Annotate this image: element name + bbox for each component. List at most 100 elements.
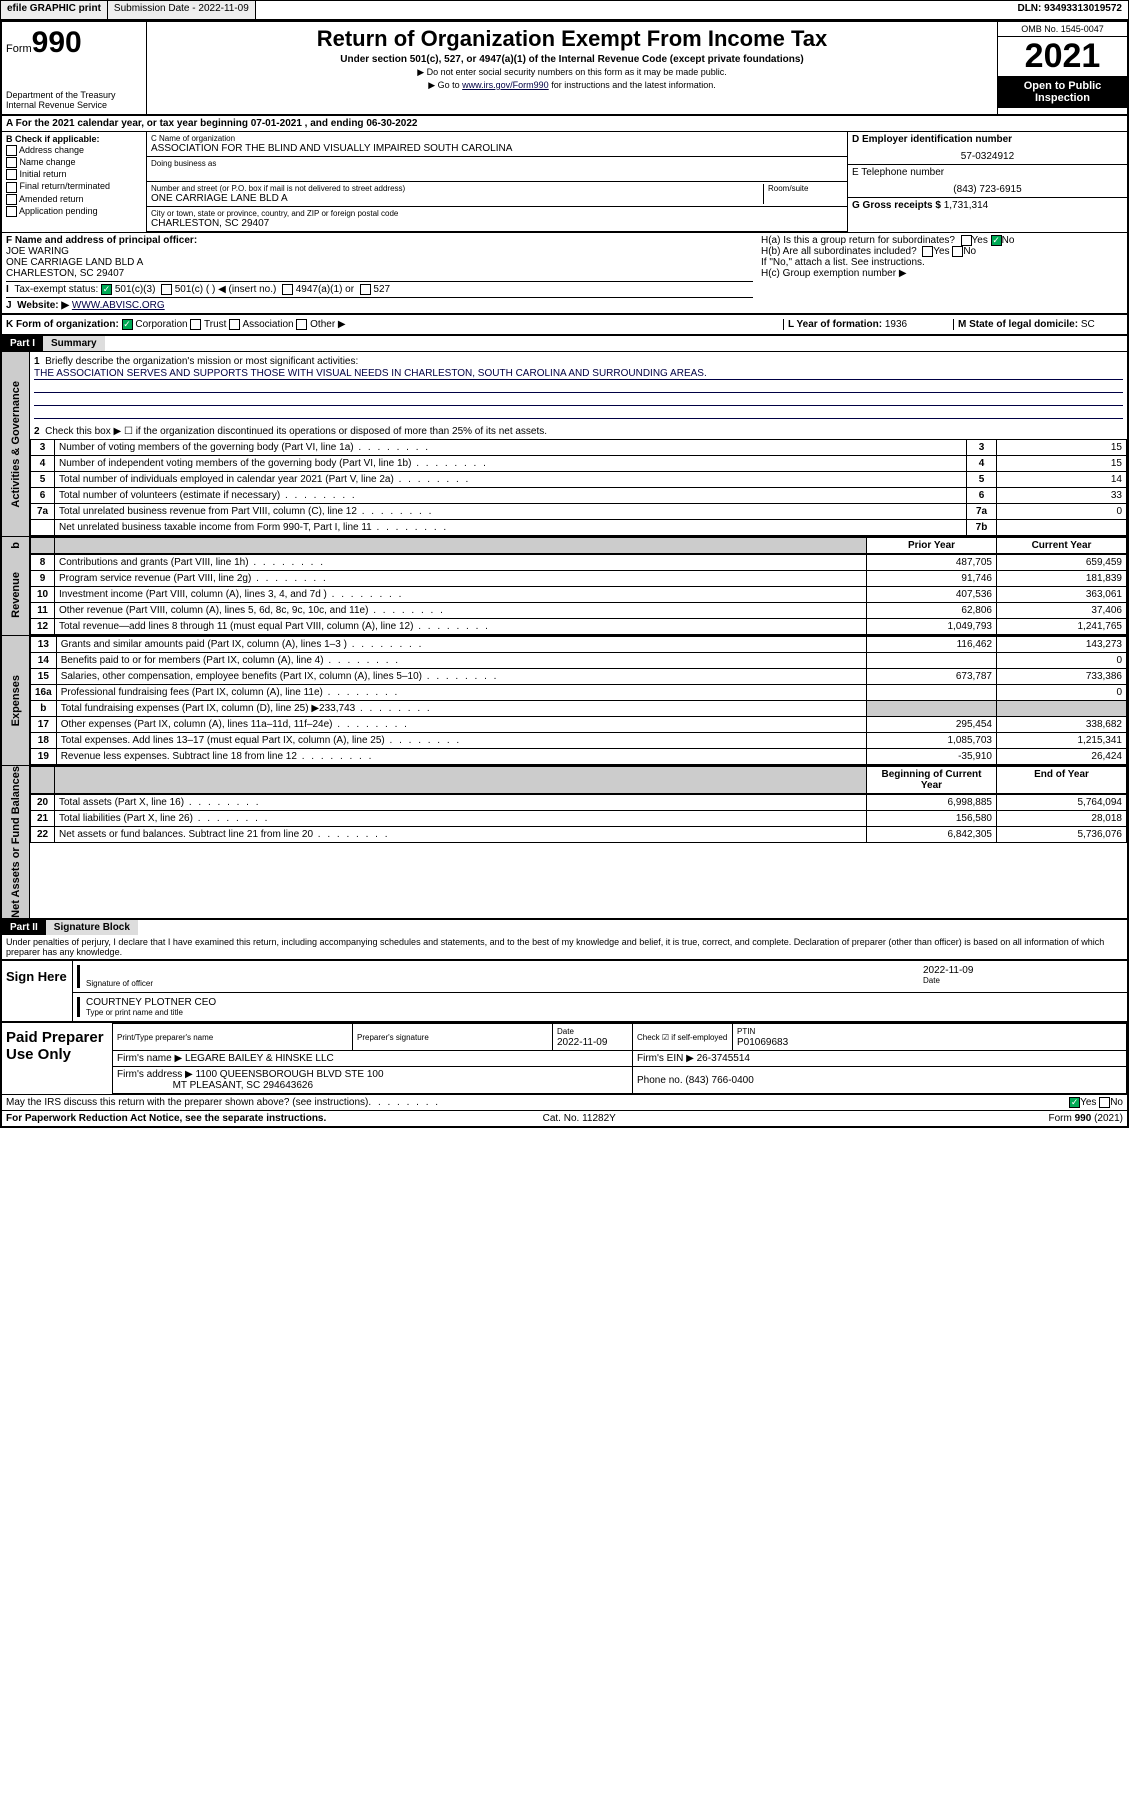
form-body: Form990 Department of the Treasury Inter…	[0, 20, 1129, 1128]
gross-label: G Gross receipts $	[852, 200, 941, 211]
firm-ein: 26-3745514	[697, 1053, 750, 1064]
checkbox-hb-no[interactable]	[952, 246, 963, 257]
org-address: ONE CARRIAGE LANE BLD A	[151, 193, 763, 204]
discuss-label: May the IRS discuss this return with the…	[6, 1097, 368, 1108]
col-current: Current Year	[997, 538, 1127, 554]
firm-addr2: MT PLEASANT, SC 294643626	[173, 1080, 313, 1091]
sig-name-label: Type or print name and title	[86, 1008, 1123, 1017]
vtab-governance: Activities & Governance	[2, 352, 30, 536]
dba-label: Doing business as	[151, 159, 843, 168]
subtitle-3: ▶ Go to www.irs.gov/Form990 for instruct…	[151, 80, 993, 91]
checkbox-discuss-no[interactable]	[1099, 1097, 1110, 1108]
prep-date: 2022-11-09	[557, 1037, 607, 1048]
part2-title: Signature Block	[46, 920, 138, 935]
checkbox-other[interactable]	[296, 319, 307, 330]
checkbox-final-return[interactable]	[6, 182, 17, 193]
checkbox-corp[interactable]: ✓	[122, 319, 133, 330]
checkbox-501c[interactable]	[161, 284, 172, 295]
firm-phone: (843) 766-0400	[685, 1075, 753, 1086]
expenses-table: 13Grants and similar amounts paid (Part …	[30, 636, 1127, 765]
ha-label: H(a) Is this a group return for subordin…	[761, 235, 955, 246]
org-name: ASSOCIATION FOR THE BLIND AND VISUALLY I…	[151, 143, 843, 154]
form-title: Return of Organization Exempt From Incom…	[151, 26, 993, 52]
open-inspection: Open to PublicInspection	[998, 76, 1127, 108]
sig-date: 2022-11-09	[923, 965, 1123, 976]
checkbox-ha-no[interactable]: ✓	[991, 235, 1002, 246]
hb-note: If "No," attach a list. See instructions…	[761, 257, 1123, 268]
officer-name: JOE WARING	[6, 246, 69, 257]
checkbox-trust[interactable]	[190, 319, 201, 330]
city-label: City or town, state or province, country…	[151, 209, 843, 218]
perjury-declaration: Under penalties of perjury, I declare th…	[2, 935, 1127, 959]
dept-treasury: Department of the Treasury	[6, 90, 142, 100]
vtab-netassets: Net Assets or Fund Balances	[2, 766, 30, 918]
vtab-revenue: Revenue	[2, 554, 30, 635]
col-end: End of Year	[997, 767, 1127, 794]
topbar: efile GRAPHIC print Submission Date - 20…	[0, 0, 1129, 20]
omb-number: OMB No. 1545-0047	[998, 22, 1127, 37]
officer-city: CHARLESTON, SC 29407	[6, 268, 124, 279]
governance-table: 3Number of voting members of the governi…	[30, 439, 1127, 536]
gross-value: 1,731,314	[944, 200, 989, 211]
form-number: Form990	[6, 26, 142, 60]
section-b-checkboxes: B Check if applicable: Address change Na…	[2, 132, 147, 232]
checkbox-address-change[interactable]	[6, 145, 17, 156]
paperwork-notice: For Paperwork Reduction Act Notice, see …	[6, 1113, 326, 1124]
checkbox-initial-return[interactable]	[6, 169, 17, 180]
sign-here-label: Sign Here	[2, 961, 72, 1021]
ein-value: 57-0324912	[852, 151, 1123, 162]
checkbox-discuss-yes[interactable]: ✓	[1069, 1097, 1080, 1108]
state-domicile: SC	[1081, 319, 1095, 330]
year-formation: 1936	[885, 319, 907, 330]
subtitle-1: Under section 501(c), 527, or 4947(a)(1)…	[151, 54, 993, 65]
sig-officer-label: Signature of officer	[86, 979, 923, 988]
revenue-table: 8Contributions and grants (Part VIII, li…	[30, 554, 1127, 635]
ein-label: D Employer identification number	[852, 134, 1012, 145]
website-link[interactable]: WWW.ABVISC.ORG	[72, 300, 165, 311]
col-beginning: Beginning of Current Year	[867, 767, 997, 794]
ptin: P01069683	[737, 1037, 788, 1048]
row-a-tax-year: A For the 2021 calendar year, or tax yea…	[2, 116, 1127, 132]
irs-link[interactable]: www.irs.gov/Form990	[462, 80, 549, 90]
addr-label: Number and street (or P.O. box if mail i…	[151, 184, 763, 193]
submission-date: Submission Date - 2022-11-09	[108, 1, 256, 19]
checkbox-501c3[interactable]: ✓	[101, 284, 112, 295]
part1-title: Summary	[43, 336, 105, 351]
part2-header: Part II	[2, 920, 46, 935]
sig-name: COURTNEY PLOTNER CEO	[86, 997, 1123, 1008]
tel-label: E Telephone number	[852, 167, 944, 178]
vtab-spacer: b	[2, 537, 30, 554]
vtab-expenses: Expenses	[2, 636, 30, 765]
irs-label: Internal Revenue Service	[6, 100, 142, 110]
checkbox-527[interactable]	[360, 284, 371, 295]
line2-label: Check this box ▶ ☐ if the organization d…	[45, 426, 547, 437]
org-name-label: C Name of organization	[151, 134, 843, 143]
hb-label: H(b) Are all subordinates included?	[761, 246, 917, 257]
paid-preparer-label: Paid Preparer Use Only	[2, 1023, 112, 1094]
mission-text: THE ASSOCIATION SERVES AND SUPPORTS THOS…	[34, 368, 1123, 380]
hc-label: H(c) Group exemption number ▶	[761, 268, 1123, 279]
efile-print-button[interactable]: efile GRAPHIC print	[1, 1, 108, 19]
checkbox-ha-yes[interactable]	[961, 235, 972, 246]
dln: DLN: 93493313019572	[1011, 1, 1128, 19]
self-employed-check: Check ☑ if self-employed	[633, 1024, 733, 1051]
checkbox-assoc[interactable]	[229, 319, 240, 330]
checkbox-amended[interactable]	[6, 194, 17, 205]
tel-value: (843) 723-6915	[852, 184, 1123, 195]
checkbox-pending[interactable]	[6, 206, 17, 217]
officer-addr: ONE CARRIAGE LAND BLD A	[6, 257, 143, 268]
subtitle-2: ▶ Do not enter social security numbers o…	[151, 67, 993, 78]
checkbox-hb-yes[interactable]	[922, 246, 933, 257]
checkbox-name-change[interactable]	[6, 157, 17, 168]
checkbox-4947[interactable]	[282, 284, 293, 295]
line1-label: Briefly describe the organization's miss…	[45, 356, 358, 367]
part1-header: Part I	[2, 336, 43, 351]
officer-label: F Name and address of principal officer:	[6, 235, 197, 246]
room-label: Room/suite	[768, 184, 843, 193]
firm-addr: 1100 QUEENSBOROUGH BLVD STE 100	[196, 1069, 384, 1080]
col-prior: Prior Year	[867, 538, 997, 554]
sig-date-label: Date	[923, 976, 1123, 985]
form-footer: Form 990 (2021)	[1049, 1113, 1123, 1124]
org-city: CHARLESTON, SC 29407	[151, 218, 843, 229]
netassets-table: 20Total assets (Part X, line 16)6,998,88…	[30, 794, 1127, 843]
